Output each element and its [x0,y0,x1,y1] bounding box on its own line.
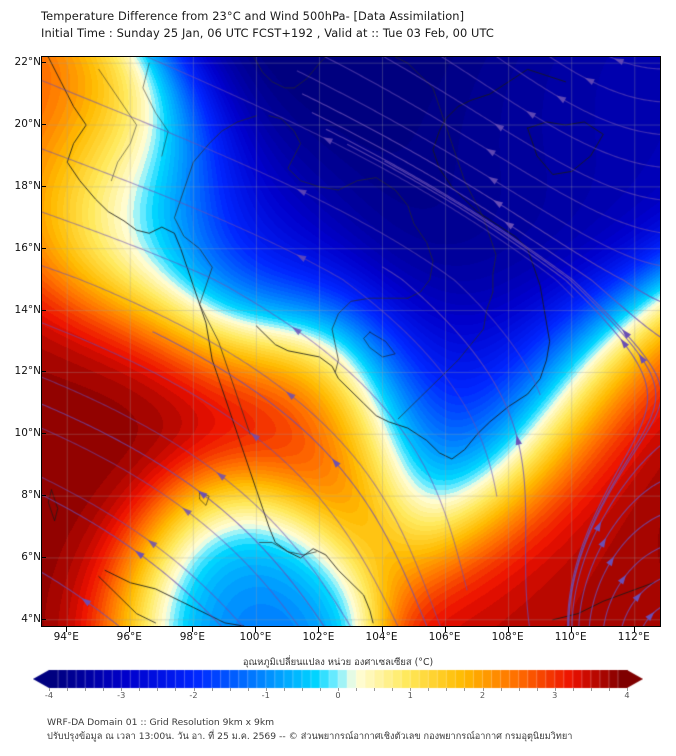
colorbar-tick-label: 1 [407,690,413,700]
footer-model-info: WRF-DA Domain 01 :: Grid Resolution 9km … [47,717,275,728]
x-axis-tick-label: 108°E [491,631,524,643]
colorbar-minor-tick [265,688,267,691]
colorbar-minor-tick [428,688,430,691]
y-axis: 4°N 6°N 8°N 10°N 12°N 14°N 16°N 18°N 20°N 22°N [0,0,41,640]
x-axis-tick-label: 96°E [116,631,142,643]
colorbar-minor-tick [627,688,628,691]
y-axis-tick-mark [41,309,46,311]
x-axis-tick-mark [570,627,572,632]
colorbar-minor-tick [392,688,394,691]
colorbar-minor-tick [175,688,177,691]
y-axis-tick-mark [41,433,46,435]
x-axis-tick-mark [318,627,320,632]
colorbar-minor-tick [446,688,448,691]
y-axis-tick-mark [41,124,46,126]
colorbar-tick-label: 3 [552,690,558,700]
colorbar-minor-tick [572,688,574,691]
colorbar-minor-tick [554,688,556,691]
x-axis-tick-mark [633,627,635,632]
y-axis-tick-label: 6°N [21,550,41,563]
wind-streamline-layer [42,57,660,626]
x-axis-tick-mark [129,627,131,632]
colorbar-tick-label: 0 [335,690,341,700]
y-axis-tick-label: 20°N [14,118,41,131]
colorbar-minor-tick [590,688,592,691]
y-axis-tick-mark [41,495,46,497]
x-axis-tick-mark [66,627,68,632]
colorbar-tick-label: 4 [624,690,630,700]
colorbar-minor-tick [229,688,231,691]
colorbar-minor-tick [374,688,376,691]
colorbar-minor-tick [103,688,105,691]
colorbar-minor-tick [319,688,321,691]
colorbar-tick-label: -4 [44,690,54,700]
colorbar-tick-label: 2 [479,690,486,700]
y-axis-tick-label: 10°N [14,427,41,440]
colorbar-minor-tick [247,688,249,691]
y-axis-tick-label: 4°N [21,612,41,625]
colorbar-minor-tick [67,688,69,691]
colorbar-minor-tick [518,688,520,691]
colorbar-minor-tick [121,688,123,691]
colorbar-title: อุณหภูมิเปลี่ยนแปลง หน่วย องศาเซลเซียส (… [242,657,434,668]
y-axis-tick-mark [41,247,46,249]
x-axis-tick-label: 110°E [554,631,587,643]
colorbar-minor-tick [356,688,358,691]
colorbar: อุณหภูมิเปลี่ยนแปลง หน่วย องศาเซลเซียส (… [0,655,676,700]
colorbar-tick-label: -2 [189,690,198,700]
colorbar-tick-label: -1 [261,690,270,700]
map-plot-area [41,56,661,627]
y-axis-tick-label: 22°N [14,56,41,69]
x-axis-tick-label: 98°E [179,631,205,643]
footer-block: WRF-DA Domain 01 :: Grid Resolution 9km … [47,716,572,744]
y-axis-tick-mark [41,62,46,64]
colorbar-minor-tick [301,688,303,691]
colorbar-minor-tick [464,688,466,691]
x-axis-tick-label: 112°E [617,631,650,643]
colorbar-minor-tick [536,688,538,691]
x-axis-tick-mark [507,627,509,632]
x-axis-tick-label: 104°E [365,631,398,643]
y-axis-tick-label: 14°N [14,303,41,316]
colorbar-minor-tick [283,688,285,691]
colorbar-minor-tick [608,688,610,691]
colorbar-minor-tick [139,688,141,691]
x-axis: 94°E 96°E 98°E 100°E 102°E 104°E 106°E 108°E 110… [0,631,676,651]
x-axis-tick-mark [192,627,194,632]
x-axis-tick-label: 102°E [302,631,335,643]
colorbar-minor-tick [49,688,50,691]
y-axis-tick-mark [41,618,46,620]
footer-credit: ปรับปรุงข้อมูล ณ เวลา 13:00น. วัน อา. ที… [47,731,573,742]
y-axis-tick-label: 16°N [14,241,41,254]
y-axis-tick-label: 12°N [14,365,41,378]
title-block: Temperature Difference from 23°C and Win… [41,8,661,42]
colorbar-minor-tick [338,688,339,691]
colorbar-tick-label: -3 [117,690,126,700]
y-axis-tick-mark [41,371,46,373]
colorbar-minor-tick [482,688,484,691]
page-title: Temperature Difference from 23°C and Win… [41,9,465,23]
x-axis-tick-label: 106°E [428,631,461,643]
y-axis-tick-mark [41,185,46,187]
y-axis-tick-mark [41,556,46,558]
y-axis-tick-label: 8°N [21,489,41,502]
y-axis-tick-label: 18°N [14,179,41,192]
x-axis-tick-mark [444,627,446,632]
x-axis-tick-label: 100°E [239,631,272,643]
colorbar-minor-tick [410,688,412,691]
x-axis-tick-label: 94°E [53,631,79,643]
page-subtitle: Initial Time : Sunday 25 Jan, 06 UTC FCS… [41,26,494,40]
colorbar-minor-tick [193,688,195,691]
colorbar-minor-tick [500,688,502,691]
colorbar-minor-tick [85,688,87,691]
colorbar-gradient [33,669,643,689]
colorbar-minor-tick [157,688,159,691]
colorbar-minor-tick [211,688,213,691]
x-axis-tick-mark [255,627,257,632]
x-axis-tick-mark [381,627,383,632]
